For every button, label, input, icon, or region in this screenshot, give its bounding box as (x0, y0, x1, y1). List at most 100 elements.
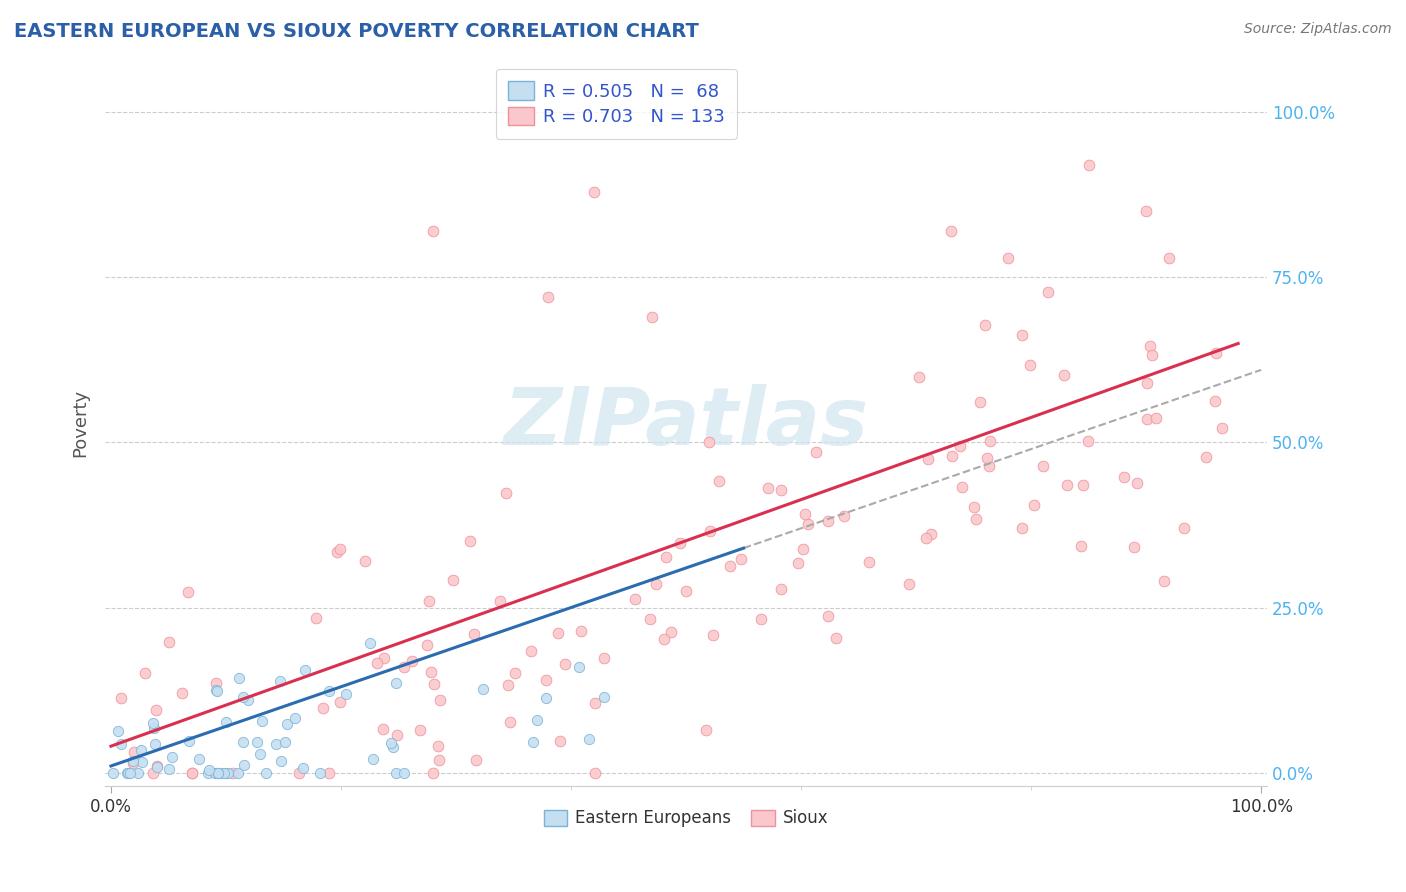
Point (1211, 421, 1233, 435)
Point (1144, 410, 1167, 425)
Point (536, 690, 558, 705)
Point (427, 753, 450, 767)
Point (997, 251, 1019, 265)
Point (654, 632, 676, 647)
Point (209, 765, 232, 780)
Point (697, 435, 720, 450)
Point (1071, 477, 1094, 491)
Point (730, 552, 752, 566)
Point (547, 625, 569, 640)
Point (1022, 498, 1045, 512)
Point (197, 765, 219, 780)
Point (318, 765, 340, 780)
Point (792, 542, 814, 557)
Point (488, 594, 510, 608)
Point (920, 527, 942, 541)
Point (309, 765, 332, 780)
Point (371, 722, 394, 736)
Point (335, 687, 357, 701)
Point (142, 765, 165, 780)
Point (1052, 368, 1074, 383)
Point (1204, 394, 1226, 409)
Point (441, 573, 464, 587)
Point (423, 677, 446, 691)
Point (188, 752, 211, 766)
Point (207, 684, 229, 698)
Point (291, 761, 314, 775)
Point (143, 738, 166, 752)
Point (177, 733, 200, 747)
Point (979, 459, 1001, 474)
Point (181, 765, 204, 780)
Point (554, 657, 576, 671)
Point (115, 765, 138, 780)
Text: Source: ZipAtlas.com: Source: ZipAtlas.com (1244, 22, 1392, 37)
Point (134, 665, 156, 680)
Point (965, 511, 987, 525)
Point (198, 763, 221, 777)
Point (328, 542, 350, 557)
Point (157, 762, 180, 776)
Point (254, 765, 277, 780)
Point (366, 656, 388, 670)
Point (583, 765, 606, 780)
Point (142, 721, 165, 735)
Point (422, 765, 444, 780)
Point (1019, 358, 1042, 372)
Point (1205, 346, 1227, 360)
Point (162, 749, 184, 764)
Point (312, 701, 335, 715)
Point (707, 474, 730, 488)
Point (941, 449, 963, 463)
Point (329, 694, 352, 708)
Point (294, 664, 316, 678)
Point (180, 765, 202, 780)
Point (640, 310, 662, 324)
Point (769, 582, 792, 597)
Point (804, 444, 827, 458)
Point (426, 739, 449, 753)
Point (429, 693, 451, 707)
Point (207, 765, 229, 780)
Point (246, 735, 269, 749)
Point (117, 765, 139, 780)
Point (1140, 348, 1163, 362)
Point (359, 636, 381, 650)
Point (204, 683, 226, 698)
Point (118, 765, 141, 780)
Point (976, 450, 998, 465)
Point (131, 755, 153, 769)
Legend: Eastern Europeans, Sioux: Eastern Europeans, Sioux (536, 801, 837, 836)
Y-axis label: Poverty: Poverty (72, 389, 89, 457)
Point (146, 759, 169, 773)
Point (832, 509, 855, 524)
Point (205, 765, 228, 780)
Point (101, 765, 124, 780)
Point (318, 683, 340, 698)
Point (569, 624, 592, 638)
Point (939, 224, 962, 238)
Point (249, 747, 271, 762)
Point (463, 627, 485, 641)
Point (214, 765, 236, 780)
Point (499, 714, 522, 729)
Point (969, 394, 991, 409)
Point (578, 732, 600, 747)
Point (157, 635, 180, 649)
Point (250, 714, 273, 729)
Point (1036, 285, 1059, 300)
Point (361, 752, 384, 766)
Point (583, 185, 606, 199)
Point (675, 584, 697, 599)
Point (915, 531, 938, 545)
Point (274, 735, 297, 749)
Point (215, 765, 238, 780)
Point (212, 765, 235, 780)
Point (1032, 458, 1054, 473)
Point (276, 717, 298, 731)
Point (207, 765, 229, 780)
Point (645, 576, 668, 591)
Point (107, 724, 129, 739)
Point (226, 765, 249, 780)
Point (1139, 339, 1161, 353)
